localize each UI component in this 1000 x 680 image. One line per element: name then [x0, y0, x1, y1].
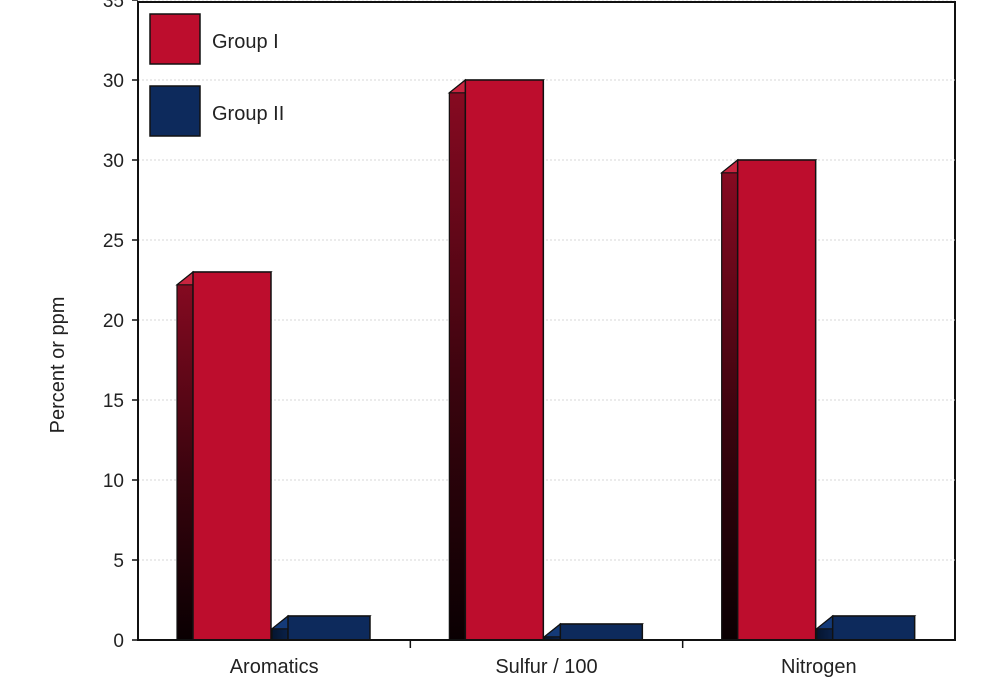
- y-tick-label: 35: [103, 0, 124, 12]
- bar-group-1: [192, 271, 272, 641]
- x-category-label: Nitrogen: [781, 656, 857, 678]
- legend-label-group-1: Group I: [212, 31, 279, 53]
- bar-group-2: [831, 615, 916, 641]
- y-tick-label: 0: [113, 631, 124, 652]
- legend-swatch-group-1: [149, 13, 201, 65]
- plot-frame: [137, 1, 956, 641]
- x-category-label: Aromatics: [230, 656, 319, 678]
- y-tick-label: 10: [103, 471, 124, 492]
- y-tick-label: 30: [103, 151, 124, 172]
- y-tick-label: 25: [103, 231, 124, 252]
- y-tick-label: 15: [103, 391, 124, 412]
- bar-group-2: [559, 623, 644, 641]
- y-tick-label: 5: [113, 551, 124, 572]
- legend-swatch-group-2: [149, 85, 201, 137]
- legend-label-group-2: Group II: [212, 103, 284, 125]
- bar-side-group-1: [176, 270, 194, 641]
- y-axis-title: Percent or ppm: [47, 297, 69, 434]
- y-tick-label: 30: [103, 71, 124, 92]
- bar-group-1: [464, 79, 545, 641]
- plot-area: 0 5 10 15 20 25 30 30 35 Percent or ppm Aromatics S…: [47, 0, 956, 678]
- y-tick-label: 20: [103, 311, 124, 332]
- bar-side-group-1: [448, 78, 466, 641]
- bar-group-2: [287, 615, 371, 641]
- bar-side-group-1: [721, 158, 739, 641]
- x-category-label: Sulfur / 100: [495, 656, 597, 678]
- bar-group-1: [736, 159, 817, 641]
